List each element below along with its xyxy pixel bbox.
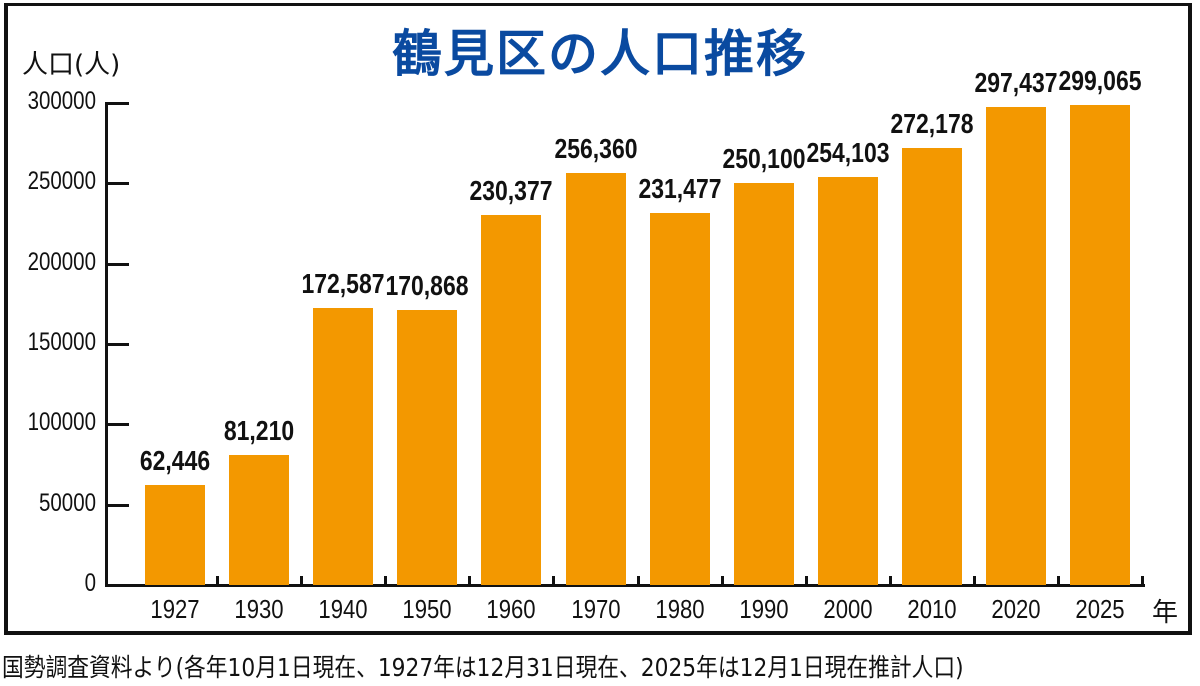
x-tick-label: 1940	[318, 594, 368, 624]
value-label: 81,210	[223, 414, 295, 446]
value-label: 170,868	[385, 270, 469, 302]
bar-1970	[565, 173, 626, 585]
bar-1930	[229, 454, 290, 585]
x-tick-label: 2025	[1075, 594, 1125, 624]
x-tick-mark	[636, 576, 640, 586]
y-tick-mark	[105, 423, 129, 427]
x-tick-label: 1980	[655, 594, 705, 624]
bar-2010	[901, 147, 962, 585]
x-tick-label: 1950	[402, 594, 452, 624]
value-label: 230,377	[469, 174, 553, 206]
bar-1990	[733, 183, 794, 585]
y-axis-label: 人口(人)	[22, 50, 121, 80]
x-tick-mark	[1057, 576, 1060, 586]
value-label: 231,477	[638, 173, 722, 205]
y-tick-mark	[105, 102, 129, 105]
value-label: 299,065	[1058, 64, 1142, 96]
x-tick-mark	[804, 576, 808, 586]
value-label: 256,360	[554, 133, 637, 165]
y-tick-label: 100000	[27, 408, 96, 437]
x-tick-label: 2020	[991, 594, 1041, 624]
bar-1927	[145, 484, 205, 585]
y-tick-label: 150000	[27, 328, 96, 356]
x-tick-mark	[468, 576, 472, 586]
y-tick-label: 50000	[38, 488, 96, 517]
value-label: 254,103	[806, 136, 890, 168]
value-label: 250,100	[722, 143, 806, 175]
y-tick-label: 250000	[27, 167, 96, 196]
source-note: 国勢調査資料より(各年10月1日現在、1927年は12月31日現在、2025年は…	[2, 653, 964, 682]
value-label: 62,446	[139, 444, 211, 476]
value-label: 297,437	[974, 67, 1058, 99]
y-tick-mark	[105, 503, 129, 507]
chart-title: 鶴見区の人口推移	[392, 25, 808, 83]
x-tick-label: 2000	[823, 594, 873, 624]
value-label: 172,587	[301, 267, 385, 299]
y-tick-mark	[105, 182, 129, 186]
x-tick-mark	[720, 576, 724, 586]
x-axis-line	[105, 584, 1145, 587]
y-tick-label: 200000	[27, 247, 96, 276]
x-axis-unit: 年	[1152, 598, 1179, 628]
y-tick-mark	[105, 262, 129, 266]
x-tick-mark	[384, 576, 388, 586]
bar-1980	[649, 213, 710, 585]
x-tick-mark	[216, 576, 219, 586]
x-tick-mark	[888, 576, 892, 586]
x-tick-label: 1990	[739, 594, 789, 624]
x-tick-label: 1960	[486, 594, 536, 624]
x-tick-mark	[300, 576, 304, 586]
bar-1950	[397, 310, 458, 585]
x-tick-label: 1970	[570, 594, 621, 624]
x-tick-label: 1930	[234, 594, 284, 624]
value-label: 272,178	[890, 107, 974, 139]
x-tick-label: 2010	[907, 594, 957, 624]
y-tick-label: 300000	[27, 87, 96, 115]
x-tick-mark	[552, 576, 556, 586]
bar-2025	[1070, 104, 1131, 585]
bar-2000	[817, 176, 878, 585]
bar-2020	[986, 107, 1046, 585]
x-tick-mark	[972, 576, 976, 586]
y-tick-mark	[105, 343, 129, 346]
bar-1960	[481, 214, 542, 585]
x-tick-mark	[1141, 576, 1145, 586]
bar-1940	[313, 307, 374, 585]
y-tick-label: 0	[84, 569, 96, 597]
x-tick-label: 1927	[150, 594, 200, 624]
